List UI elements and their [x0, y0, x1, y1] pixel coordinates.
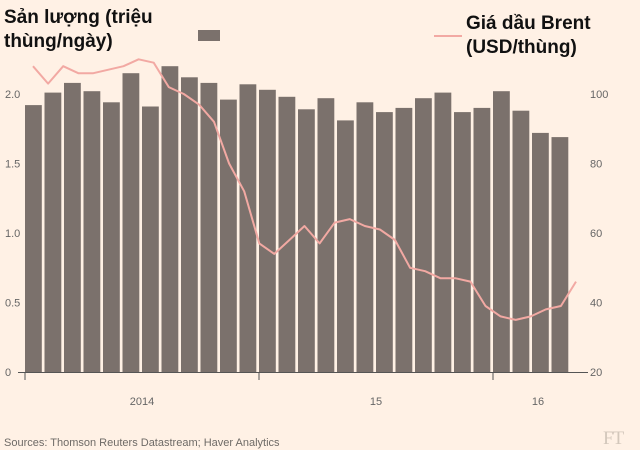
right-tick-label-5: 100 — [590, 89, 608, 101]
left-tick-label-1: 0 — [5, 367, 11, 379]
right-tick-label-4: 80 — [590, 159, 602, 171]
production-bar-9 — [181, 77, 198, 373]
right-tick-label-1: 20 — [590, 367, 602, 379]
bar-series — [25, 66, 569, 373]
x-axis-ticks: 2014 15 16 — [130, 396, 544, 408]
production-bar-24 — [473, 107, 491, 373]
left-tick-label-3: 1.0 — [5, 228, 20, 240]
production-bar-13 — [259, 89, 276, 373]
bar-legend-swatch — [198, 30, 220, 41]
left-tick-label-5: 2.0 — [5, 89, 20, 101]
production-bar-4 — [83, 91, 101, 372]
left-tick-label-2: 0.5 — [5, 298, 20, 310]
production-bar-22 — [434, 92, 452, 372]
production-bar-15 — [298, 109, 315, 373]
production-bar-14 — [278, 96, 296, 373]
production-bar-26 — [512, 110, 530, 372]
production-bar-28 — [551, 137, 569, 372]
production-bar-25 — [493, 91, 510, 372]
production-bar-6 — [122, 73, 140, 372]
production-bar-1 — [25, 105, 42, 372]
bar-series-legend-label: Sản lượng (triệu thùng/ngày) — [4, 7, 153, 52]
x-tick-label-3: 16 — [532, 396, 544, 408]
x-tick-label-2: 15 — [370, 396, 382, 408]
production-bar-5 — [103, 102, 120, 373]
production-bar-18 — [356, 102, 374, 373]
production-bar-17 — [337, 120, 354, 373]
production-bar-7 — [142, 106, 159, 372]
x-axis — [18, 372, 588, 380]
brent-price-line — [32, 58, 577, 321]
ft-logo: FT — [603, 428, 624, 449]
x-tick-label-1: 2014 — [130, 396, 154, 408]
production-bar-3 — [64, 82, 81, 373]
right-tick-label-3: 60 — [590, 228, 602, 240]
right-tick-label-2: 40 — [590, 298, 602, 310]
production-bar-23 — [454, 112, 471, 372]
source-note: Sources: Thomson Reuters Datastream; Hav… — [4, 437, 280, 449]
production-bar-8 — [161, 66, 179, 372]
right-axis-ticks: 20 40 60 80 100 — [590, 89, 608, 379]
production-bar-10 — [200, 82, 218, 373]
production-bar-11 — [220, 99, 237, 372]
production-bar-27 — [532, 132, 549, 372]
production-bar-2 — [44, 92, 62, 372]
line-series-legend-label: Giá dầu Brent (USD/thùng) — [466, 13, 591, 58]
left-tick-label-4: 1.5 — [5, 159, 20, 171]
production-bar-20 — [395, 107, 413, 373]
production-bar-21 — [415, 98, 432, 372]
production-bar-12 — [239, 84, 257, 373]
line-legend-swatch — [434, 35, 462, 37]
production-bar-19 — [376, 112, 393, 372]
left-axis-ticks: 0 0.5 1.0 1.5 2.0 — [5, 89, 20, 379]
